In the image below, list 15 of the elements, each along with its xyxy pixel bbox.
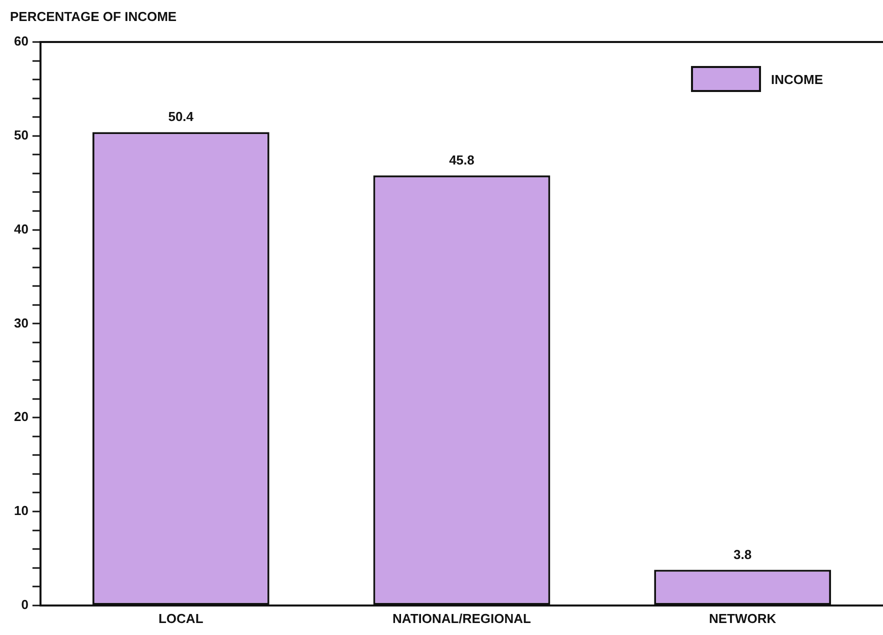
data-label: 50.4 bbox=[168, 109, 194, 124]
y-tick-label: 0 bbox=[21, 596, 28, 612]
y-tick-label: 30 bbox=[14, 315, 28, 330]
y-tick-label: 50 bbox=[14, 127, 28, 142]
y-tick-label: 40 bbox=[14, 221, 28, 236]
x-tick-label: LOCAL bbox=[158, 610, 204, 626]
data-label: 3.8 bbox=[734, 546, 752, 562]
y-tick-label: 60 bbox=[14, 34, 28, 49]
data-label: 45.8 bbox=[449, 152, 474, 168]
x-tick-label: NATIONAL/REGIONAL bbox=[392, 610, 531, 626]
y-tick-label: 20 bbox=[14, 409, 28, 424]
y-axis-title: PERCENTAGE OF INCOME bbox=[10, 9, 177, 24]
x-tick-label: NETWORK bbox=[708, 610, 777, 626]
y-tick-label: 10 bbox=[14, 503, 28, 518]
text: INCOME bbox=[771, 72, 823, 86]
